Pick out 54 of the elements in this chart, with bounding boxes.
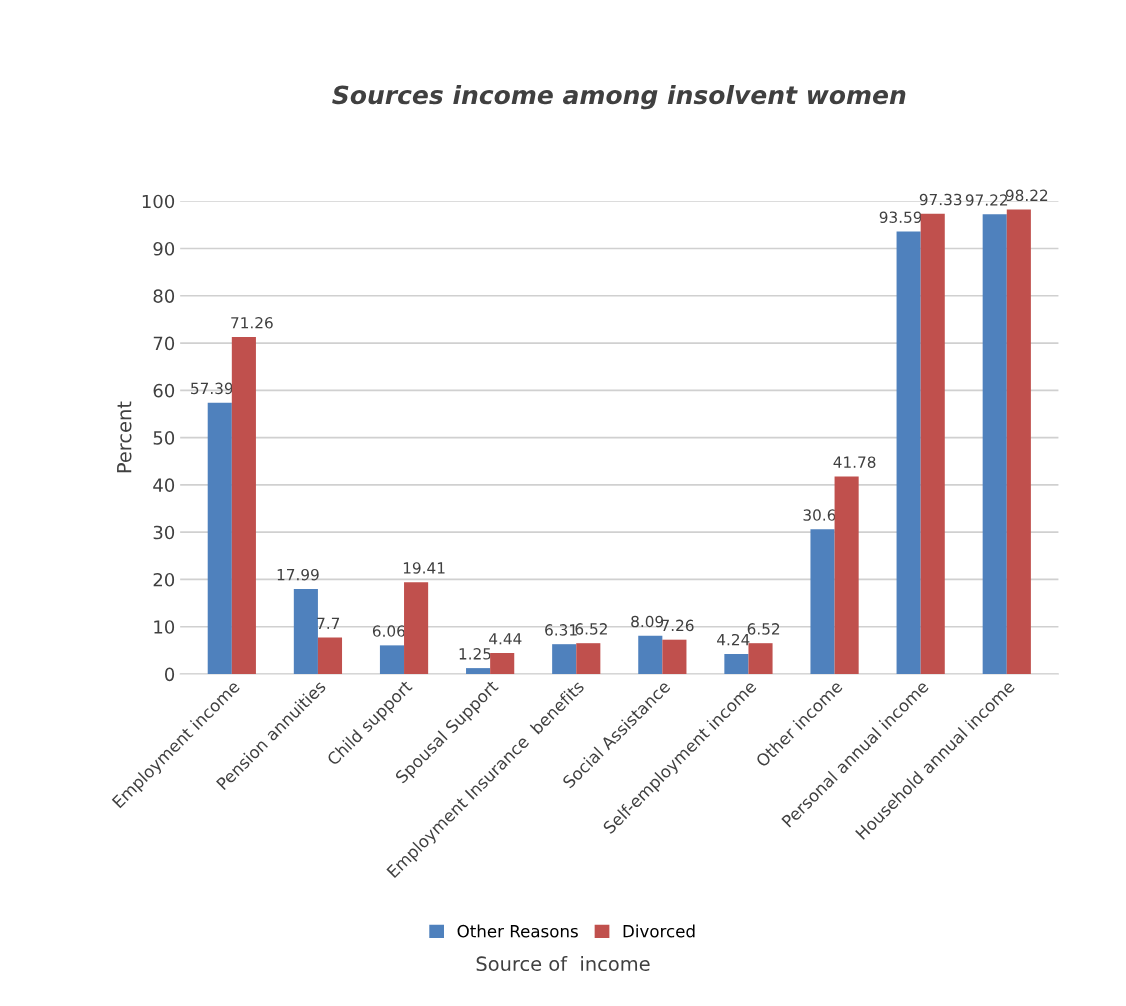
bar <box>552 644 577 675</box>
data-label: 4.44 <box>489 633 522 645</box>
bar <box>576 643 601 675</box>
bar <box>834 476 859 675</box>
data-label: 8.09 <box>631 615 664 628</box>
bar <box>810 529 835 675</box>
bar <box>982 214 1007 675</box>
data-label: 6.52 <box>747 623 780 635</box>
chart-title: Sources income among insolvent women <box>332 84 906 110</box>
data-label: 98.22 <box>1005 189 1048 202</box>
bar <box>231 337 256 675</box>
data-label: 19.41 <box>403 562 445 574</box>
y-tick-label: 0 <box>165 667 175 682</box>
legend-label: Other Reasons <box>457 924 578 938</box>
x-axis-title: Source of income <box>476 956 650 972</box>
bar <box>920 213 945 675</box>
y-tick-label: 80 <box>153 289 175 303</box>
bar <box>404 582 429 675</box>
data-label: 30.6 <box>803 509 836 521</box>
data-label: 6.52 <box>575 623 607 635</box>
bar <box>638 635 663 675</box>
legend-label: Divorced <box>623 924 695 938</box>
data-label: 93.59 <box>879 211 922 223</box>
y-tick-label: 10 <box>154 620 175 634</box>
bar <box>748 643 773 675</box>
data-label: 41.78 <box>833 456 876 468</box>
data-label: 17.99 <box>277 568 319 581</box>
bar <box>317 637 343 675</box>
bar <box>662 639 687 675</box>
y-tick-label: 70 <box>153 336 175 351</box>
data-label: 97.33 <box>919 193 962 206</box>
y-tick-label: 40 <box>153 478 175 493</box>
bar <box>896 231 921 675</box>
data-label: 4.24 <box>717 633 750 646</box>
bar <box>466 668 491 675</box>
bar <box>379 645 405 675</box>
bar <box>490 653 515 675</box>
data-label: 57.39 <box>191 382 233 395</box>
y-axis-title: Percent <box>117 401 132 473</box>
bar <box>207 402 232 675</box>
y-tick-label: 30 <box>153 525 175 540</box>
data-label: 1.25 <box>459 648 491 660</box>
data-label: 97.22 <box>965 194 1008 206</box>
bar <box>293 588 318 675</box>
y-tick-label: 20 <box>153 572 175 587</box>
data-label: 7.26 <box>661 619 694 632</box>
bar <box>724 653 749 675</box>
y-tick-label: 60 <box>153 383 175 398</box>
y-tick-label: 90 <box>153 241 175 256</box>
y-tick-label: 100 <box>142 194 175 209</box>
data-label: 71.26 <box>231 317 273 329</box>
data-label: 6.31 <box>545 624 577 636</box>
y-tick-label: 50 <box>153 431 175 445</box>
bar <box>1006 209 1031 675</box>
